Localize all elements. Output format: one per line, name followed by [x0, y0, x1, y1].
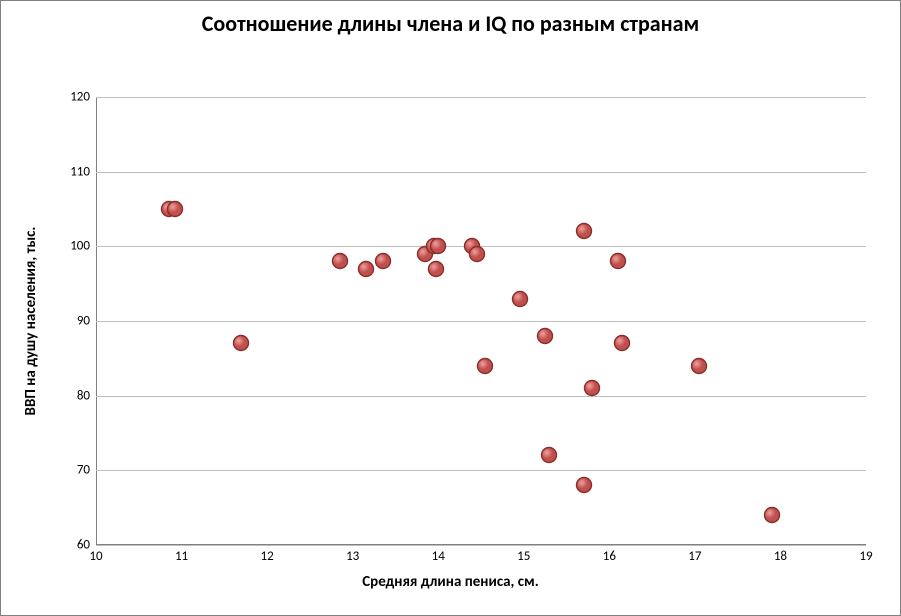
y-tick-label: 80 — [77, 388, 96, 403]
data-point — [583, 379, 602, 398]
plot-area: 6070809010011012010111213141516171819 — [96, 97, 866, 545]
data-point — [510, 289, 529, 308]
data-point — [476, 356, 495, 375]
x-tick-label: 17 — [688, 545, 701, 564]
data-point — [426, 259, 445, 278]
data-point — [690, 356, 709, 375]
y-tick-label: 120 — [70, 90, 96, 105]
data-point — [467, 244, 486, 263]
gridline — [96, 470, 866, 471]
data-point — [373, 252, 392, 271]
x-tick-label: 15 — [517, 545, 530, 564]
gridline — [96, 321, 866, 322]
gridline — [96, 396, 866, 397]
gridline — [96, 172, 866, 173]
x-tick-label: 10 — [89, 545, 102, 564]
x-axis-label: Средняя длина пениса, см. — [1, 573, 900, 591]
data-point — [762, 506, 781, 525]
data-point — [429, 237, 448, 256]
data-point — [608, 252, 627, 271]
gridline — [96, 97, 866, 98]
data-point — [613, 334, 632, 353]
data-point — [536, 326, 555, 345]
data-point — [574, 476, 593, 495]
data-point — [330, 252, 349, 271]
x-tick-label: 12 — [261, 545, 274, 564]
data-point — [574, 222, 593, 241]
data-point — [540, 446, 559, 465]
data-point — [232, 334, 251, 353]
x-tick-label: 13 — [346, 545, 359, 564]
x-tick-label: 14 — [432, 545, 445, 564]
x-tick-label: 11 — [175, 545, 188, 564]
x-tick-label: 18 — [774, 545, 787, 564]
y-tick-label: 70 — [77, 463, 96, 478]
x-tick-label: 19 — [859, 545, 872, 564]
y-axis-label: ВВП на душу населения, тыс. — [22, 227, 40, 416]
y-tick-label: 100 — [70, 239, 96, 254]
x-tick-label: 16 — [603, 545, 616, 564]
gridline — [96, 545, 866, 546]
chart-frame: Соотношение длины члена и IQ по разным с… — [0, 0, 901, 616]
data-point — [165, 200, 184, 219]
y-tick-label: 110 — [70, 164, 96, 179]
chart-title: Соотношение длины члена и IQ по разным с… — [1, 11, 900, 36]
y-tick-label: 90 — [77, 314, 96, 329]
